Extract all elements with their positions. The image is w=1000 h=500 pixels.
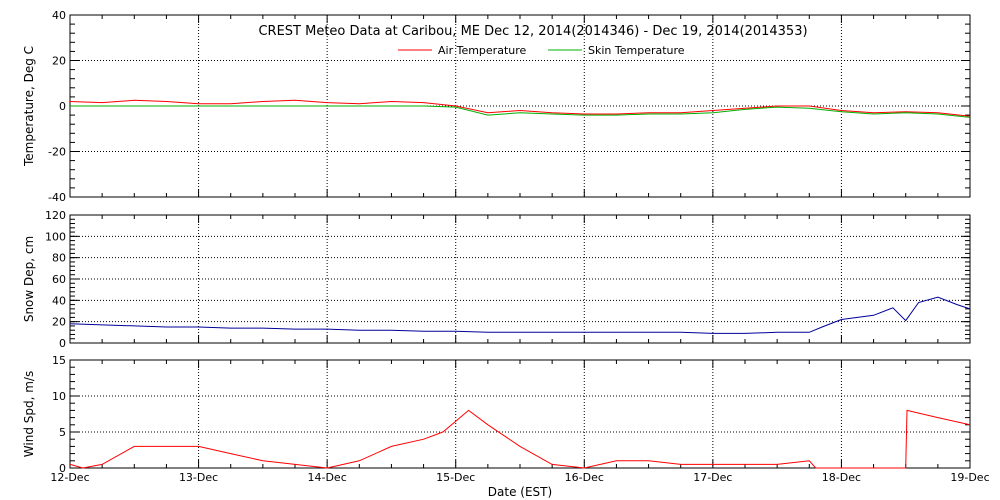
legend-skin-label: Skin Temperature [588,44,685,57]
legend-air-label: Air Temperature [438,44,527,57]
panel-1-ytick-label: 0 [59,337,66,350]
panel-0-series-1-line [70,105,971,118]
panel-2-ylabel: Wind Spd, m/s [22,371,36,457]
panel-0-ytick-label: -40 [48,191,66,204]
x-tick-label: 15-Dec [436,471,475,484]
x-tick-label: 16-Dec [565,471,604,484]
panel-1-series-0-line [69,296,971,334]
panel-2-series-0-line [69,409,971,469]
panel-2-ytick-label: 5 [59,426,66,439]
chart-legend: Air Temperature Skin Temperature [398,44,685,57]
panel-1-ylabel: Snow Dep, cm [22,236,36,322]
x-tick-label: 17-Dec [693,471,732,484]
x-tick-label: 13-Dec [179,471,218,484]
panel-2-frame [69,359,971,469]
panel-1-ytick-label: 100 [45,230,66,243]
x-tick-label: 12-Dec [50,471,89,484]
chart-title: CREST Meteo Data at Caribou, ME Dec 12, … [258,24,807,39]
panel-0-series-0-line [69,99,971,117]
panel-1-ytick-label: 20 [52,316,66,329]
panel-1-ytick-label: 60 [52,273,66,286]
panel-2-ytick-label: 10 [52,390,66,403]
x-axis-label: Date (EST) [488,485,552,499]
panel-2-ytick-label: 15 [52,354,66,367]
panel-0-ytick-label: 20 [52,55,66,68]
panel-1-ytick-label: 80 [52,252,66,265]
x-tick-label: 19-Dec [950,471,989,484]
panel-0-ylabel: Temperature, Deg C [22,46,36,167]
panel-1-ytick-label: 40 [52,294,66,307]
panel-0-ytick-label: -20 [48,146,66,159]
x-tick-label: 14-Dec [308,471,347,484]
panel-2-ytick-label: 0 [59,462,66,475]
panel-1-ytick-label: 120 [45,209,66,222]
panel-0-ytick-label: 0 [59,100,66,113]
x-tick-label: 18-Dec [822,471,861,484]
panel-0-ytick-label: 40 [52,9,66,22]
